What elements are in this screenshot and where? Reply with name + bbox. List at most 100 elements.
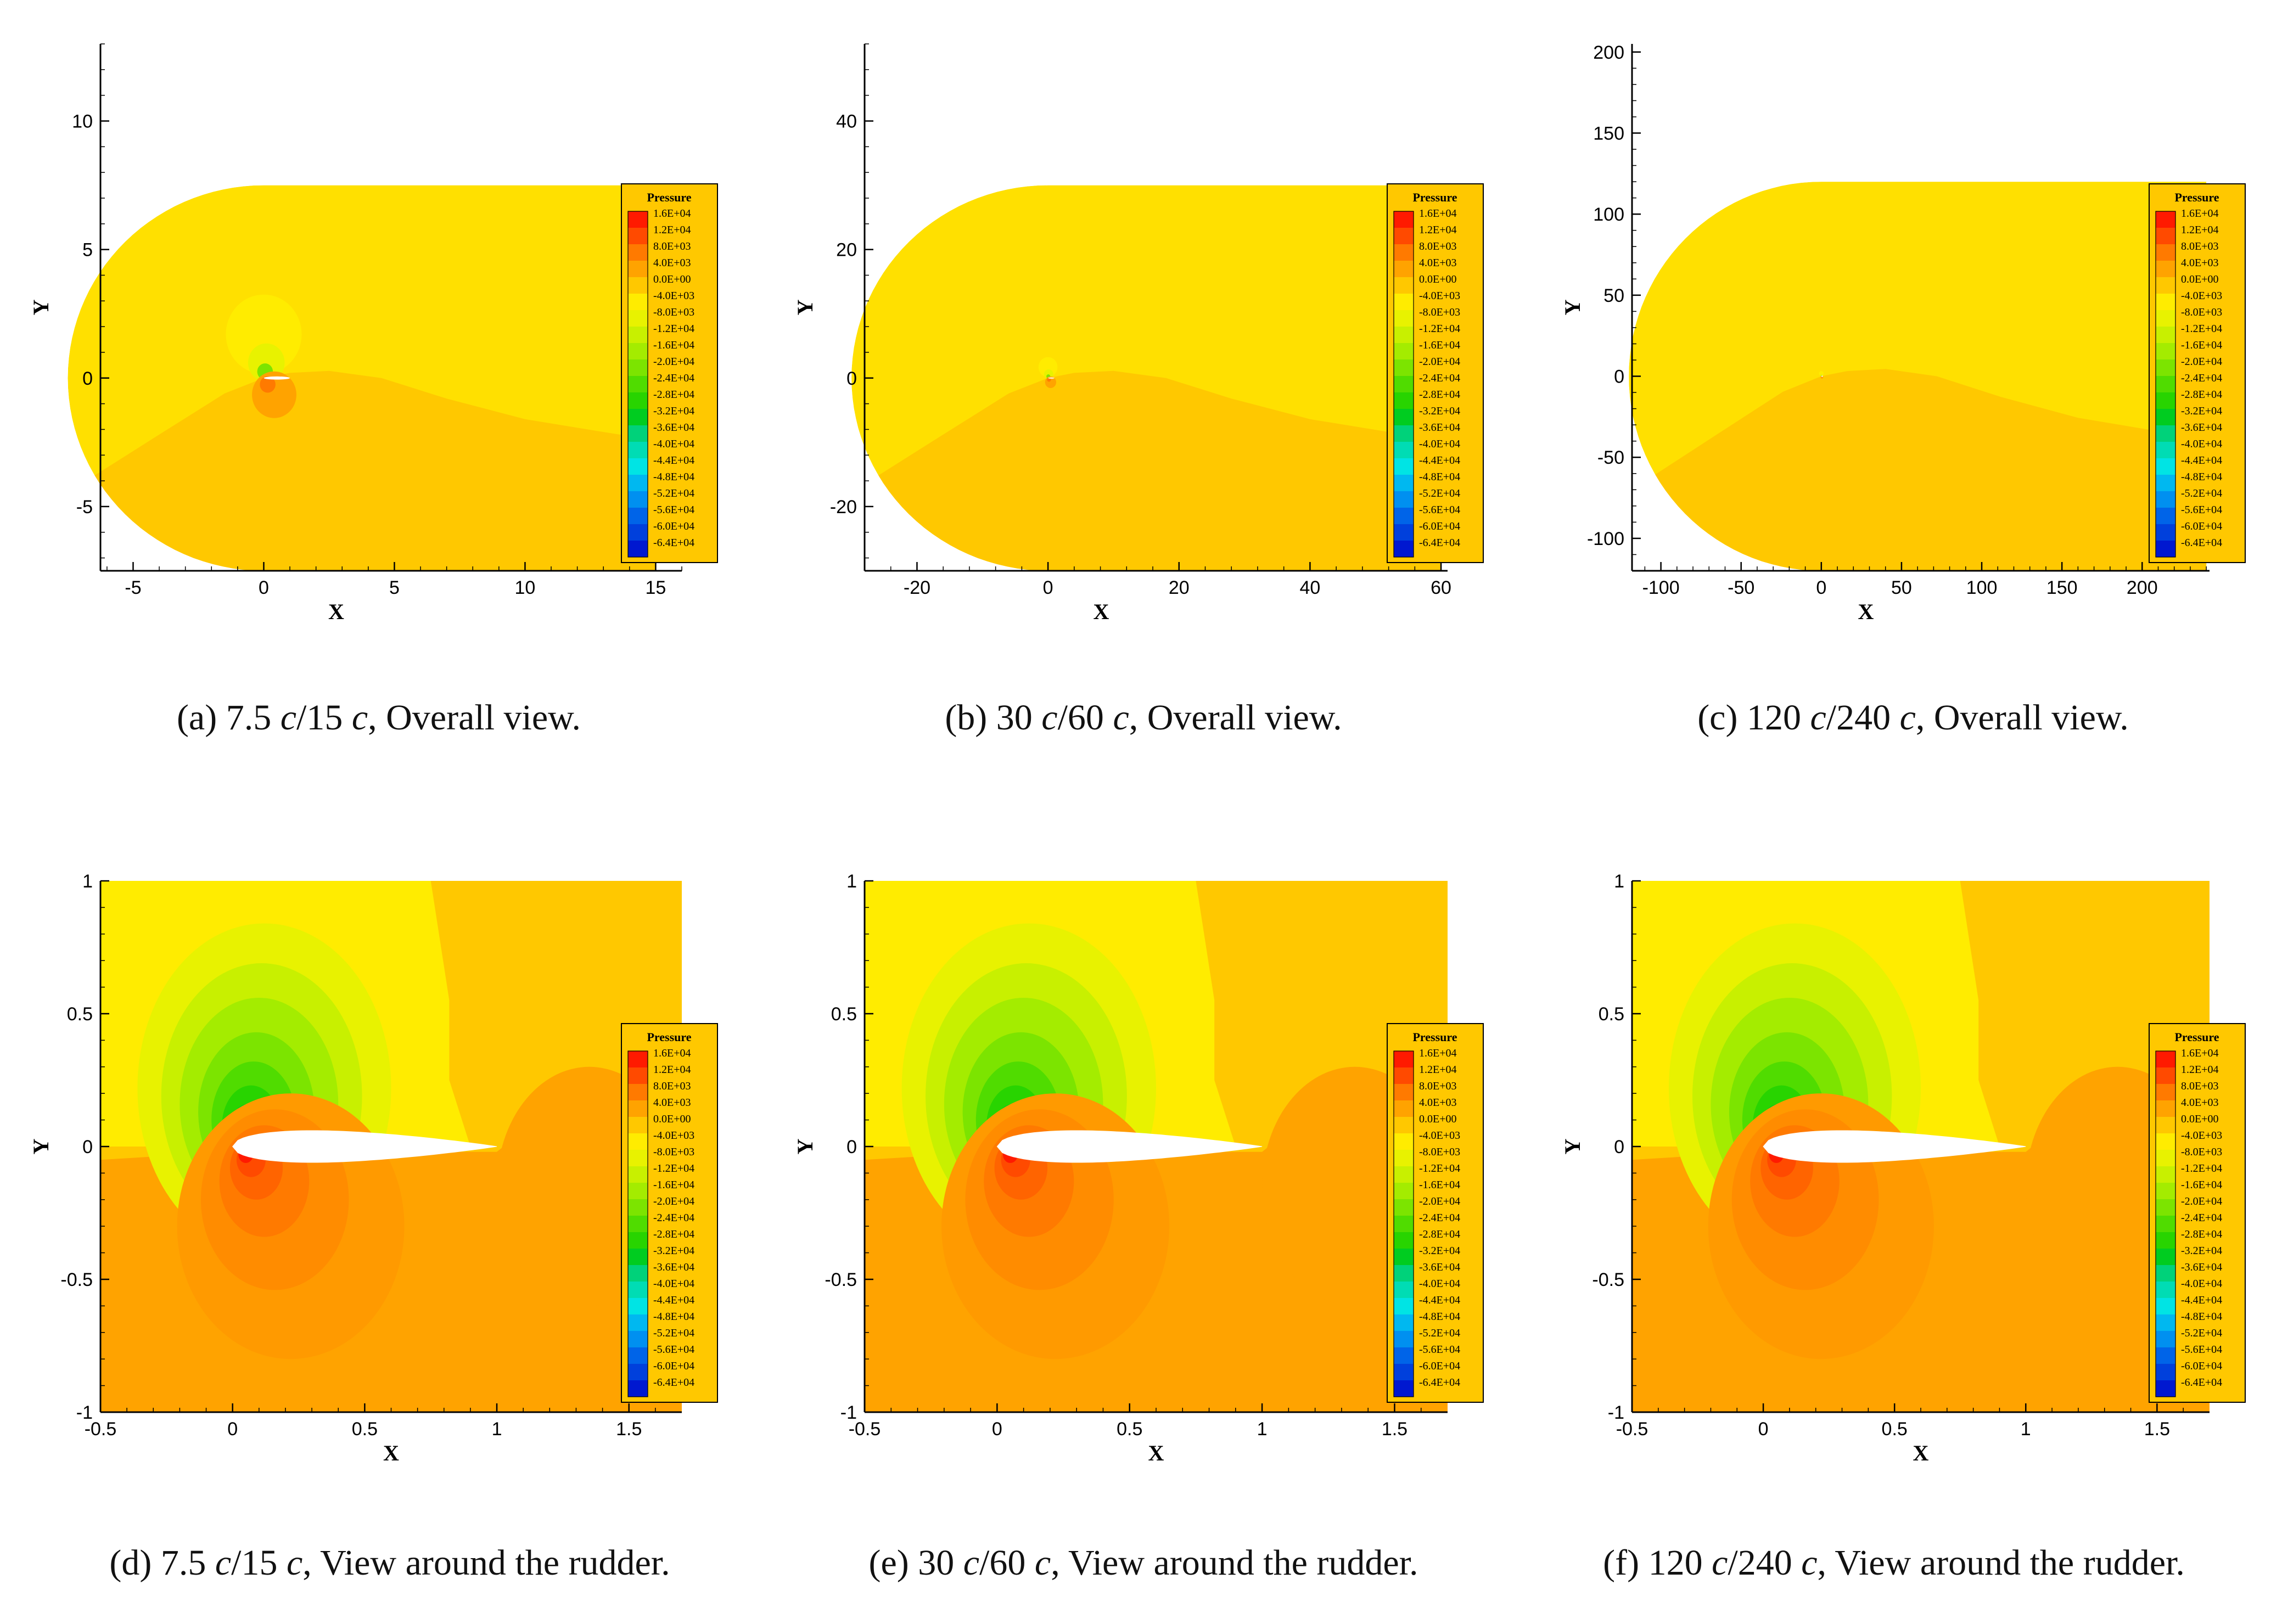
legend-swatch xyxy=(628,491,648,508)
y-tick-label: -20 xyxy=(830,497,857,518)
legend-label: -5.2E+04 xyxy=(2181,1327,2222,1339)
legend-swatch xyxy=(2156,392,2175,409)
legend-swatch xyxy=(628,475,648,491)
rudder-foil xyxy=(263,376,290,380)
y-tick-label: 200 xyxy=(1593,42,1624,63)
legend-label: -2.8E+04 xyxy=(653,1228,694,1240)
legend-label: -6.4E+04 xyxy=(2181,537,2222,549)
legend-swatch xyxy=(1394,1084,1414,1100)
legend-label: -6.4E+04 xyxy=(653,537,694,549)
legend-swatch xyxy=(1394,1364,1414,1380)
chart-panel-f: -0.5 0 0.5 1 1.5-1-0.500.51XYPressure1.6E+04… xyxy=(1560,871,2246,1465)
legend-swatch xyxy=(1394,277,1414,294)
legend-swatch xyxy=(2156,244,2175,261)
legend-title: Pressure xyxy=(2174,1030,2219,1044)
legend-label: -1.6E+04 xyxy=(653,339,694,351)
contour-group xyxy=(851,185,1442,571)
legend-swatch xyxy=(2156,425,2175,442)
legend-label: -5.6E+04 xyxy=(1419,504,1460,516)
legend-swatch xyxy=(1394,1166,1414,1183)
legend-bar-border xyxy=(2155,211,2176,558)
legend-swatch xyxy=(1394,1150,1414,1166)
legend-swatch xyxy=(2156,491,2175,508)
legend-label: 4.0E+03 xyxy=(2181,257,2219,269)
legend-swatch xyxy=(2156,1051,2175,1067)
x-tick-label: 0.5 xyxy=(352,1419,378,1440)
legend-label: -8.0E+03 xyxy=(1419,1146,1460,1158)
legend-swatch xyxy=(628,1150,648,1166)
y-tick-label: -50 xyxy=(1597,447,1624,468)
legend-swatch xyxy=(1394,343,1414,359)
legend-label: -2.4E+04 xyxy=(653,1212,694,1224)
caption-a: (a) 7.5 c/15 c, Overall view. xyxy=(176,698,581,738)
legend-label: -3.6E+04 xyxy=(653,1261,694,1273)
legend-label: -2.4E+04 xyxy=(1419,1212,1460,1224)
legend-swatch xyxy=(2156,277,2175,294)
y-tick-label: -1 xyxy=(76,1402,93,1423)
legend-label: -1.6E+04 xyxy=(1419,339,1460,351)
legend-label: -4.0E+04 xyxy=(653,1278,694,1290)
legend-swatch xyxy=(1394,1265,1414,1282)
x-tick-label: 0 xyxy=(1758,1419,1769,1440)
legend-swatch xyxy=(1394,1331,1414,1347)
lower-pressure-region xyxy=(851,370,1442,571)
legend-swatch xyxy=(1394,261,1414,277)
legend-label: -2.0E+04 xyxy=(653,1195,694,1207)
legend-label: 8.0E+03 xyxy=(2181,240,2219,252)
legend-title: Pressure xyxy=(1412,1030,1457,1044)
legend-swatch xyxy=(1394,1183,1414,1199)
legend-label: -5.6E+04 xyxy=(2181,1344,2222,1356)
legend-label: -1.6E+04 xyxy=(1419,1179,1460,1191)
legend-swatch xyxy=(628,359,648,376)
legend-swatch xyxy=(2156,541,2175,557)
x-tick-label: 0 xyxy=(227,1419,238,1440)
x-tick-label: 1.5 xyxy=(2144,1419,2170,1440)
legend-label: -5.2E+04 xyxy=(653,487,694,499)
contour-group xyxy=(865,881,1448,1412)
legend-label: 0.0E+00 xyxy=(653,1113,691,1125)
legend-label: -4.0E+04 xyxy=(2181,438,2222,450)
x-axis-title: X xyxy=(1913,1441,1929,1465)
x-tick-label: 1.5 xyxy=(1382,1419,1408,1440)
x-tick-label: 0 xyxy=(259,577,269,598)
legend-swatch xyxy=(628,1265,648,1282)
legend-swatch xyxy=(2156,359,2175,376)
legend-label: -2.0E+04 xyxy=(2181,1195,2222,1207)
legend-swatch xyxy=(1394,359,1414,376)
legend-label: 1.6E+04 xyxy=(1419,207,1457,220)
legend-swatch xyxy=(628,343,648,359)
rudder-foil xyxy=(1821,375,1823,377)
legend-swatch xyxy=(1394,442,1414,458)
legend-label: -3.2E+04 xyxy=(653,405,694,417)
legend-bar-border xyxy=(627,211,648,558)
legend-title: Pressure xyxy=(647,190,691,204)
x-axis-title: X xyxy=(1094,599,1109,624)
legend-label: -4.4E+04 xyxy=(2181,454,2222,467)
legend-label: -6.0E+04 xyxy=(2181,1360,2222,1372)
legend-swatch xyxy=(628,409,648,425)
legend-swatch xyxy=(628,1133,648,1150)
legend-label: -6.0E+04 xyxy=(1419,520,1460,532)
legend-swatch xyxy=(628,1199,648,1216)
y-tick-label: 0 xyxy=(1614,367,1624,387)
legend-swatch xyxy=(2156,1199,2175,1216)
legend-label: -2.4E+04 xyxy=(1419,372,1460,384)
legend-label: -3.6E+04 xyxy=(653,422,694,434)
legend-bar-border xyxy=(627,1050,648,1397)
y-axis-title: Y xyxy=(793,1138,817,1154)
legend-label: -5.6E+04 xyxy=(653,1344,694,1356)
legend-swatch xyxy=(628,1331,648,1347)
caption-f: (f) 120 c/240 c, View around the rudder. xyxy=(1603,1543,2185,1583)
legend-swatch xyxy=(1394,1117,1414,1133)
rudder-foil xyxy=(1763,1130,2026,1163)
legend-swatch xyxy=(2156,1265,2175,1282)
y-tick-label: -5 xyxy=(76,497,93,518)
legend-label: -4.8E+04 xyxy=(2181,471,2222,483)
legend-swatch xyxy=(628,376,648,392)
x-tick-label: 15 xyxy=(645,577,666,598)
legend-label: -5.6E+04 xyxy=(653,504,694,516)
y-tick-label: 1 xyxy=(1614,871,1624,892)
legend-label: 0.0E+00 xyxy=(2181,273,2219,285)
legend-label: -2.0E+04 xyxy=(2181,356,2222,368)
legend-swatch xyxy=(2156,310,2175,327)
